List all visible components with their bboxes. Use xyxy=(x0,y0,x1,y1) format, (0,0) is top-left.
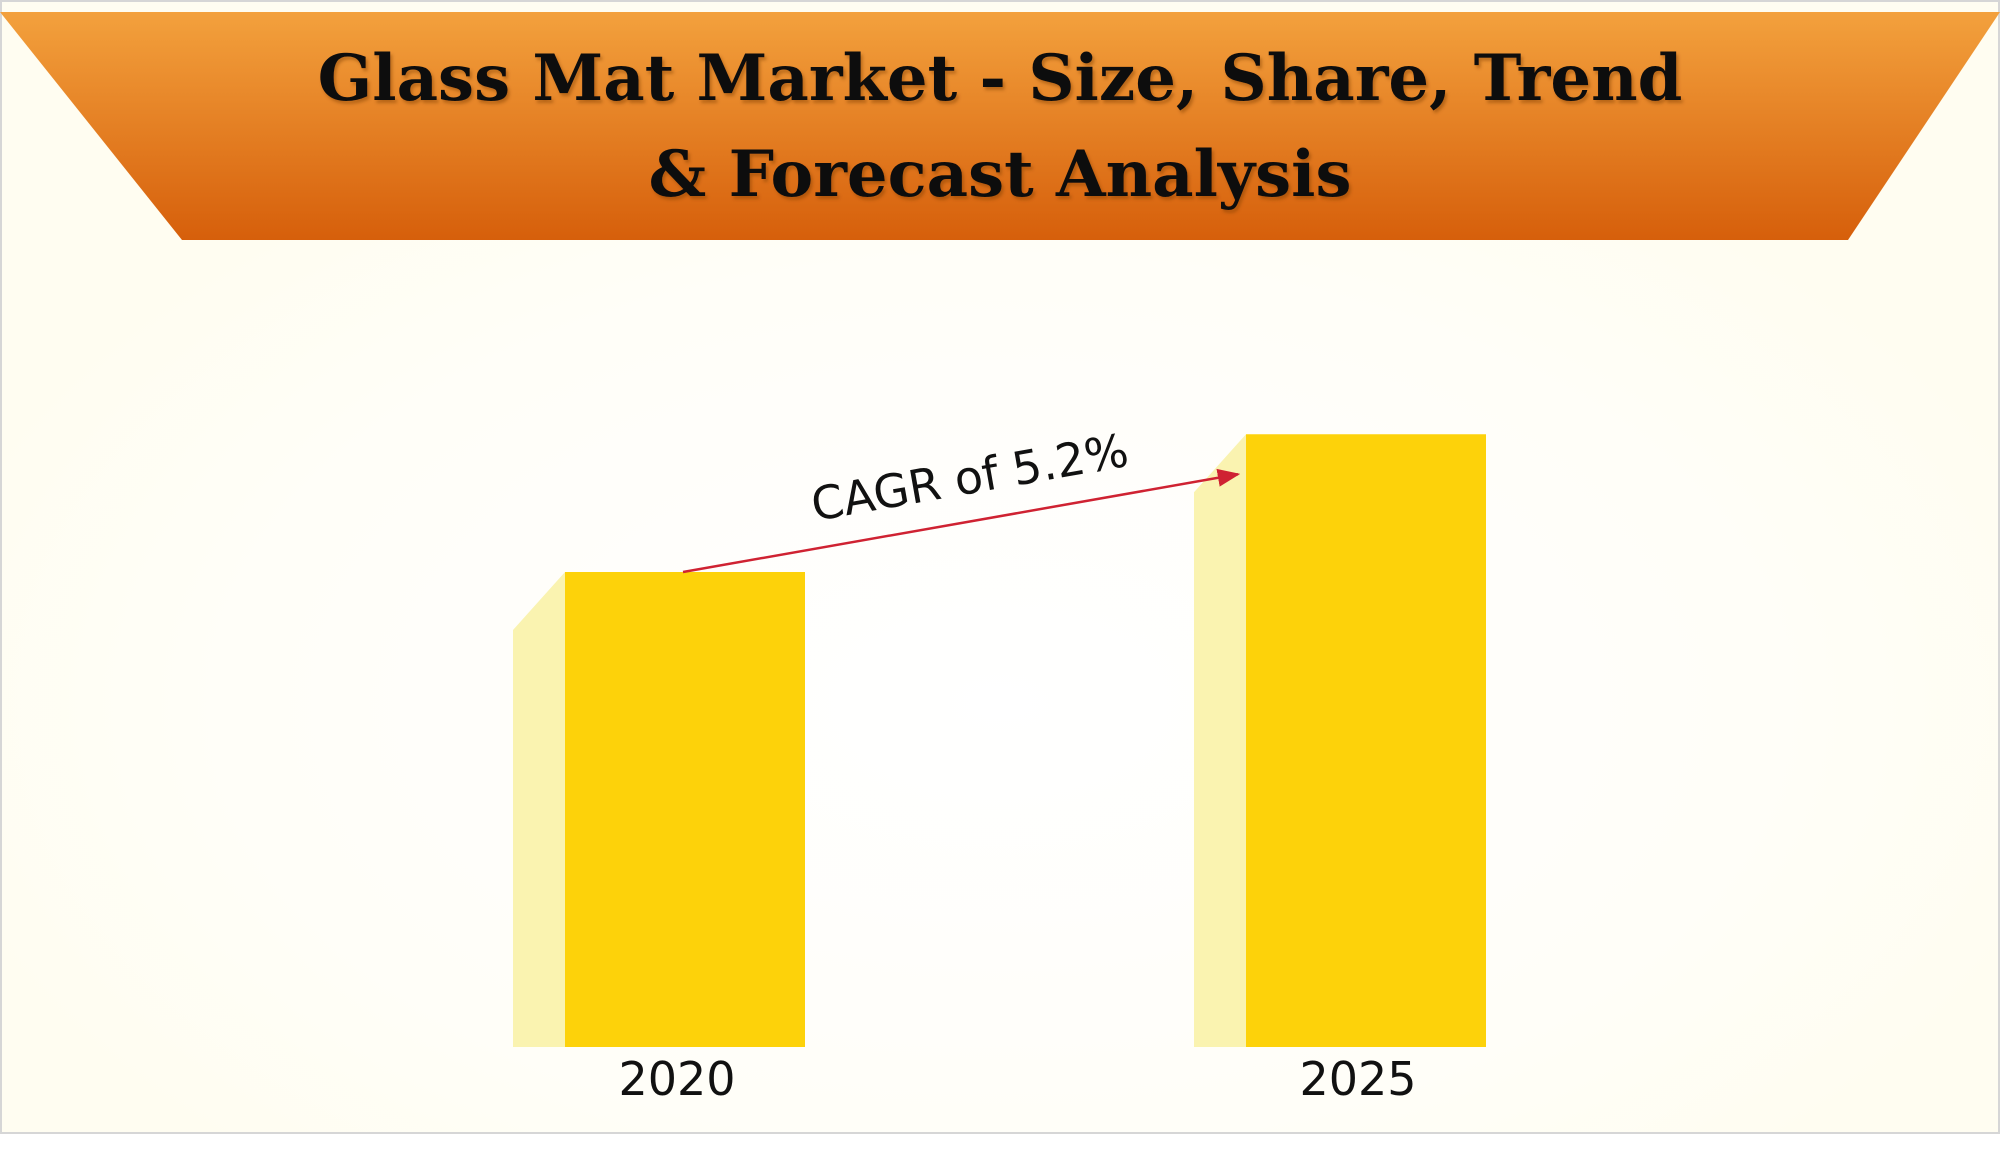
bar-2020 xyxy=(565,572,805,1047)
title-banner xyxy=(0,12,2000,240)
x-tick-label-2020: 2020 xyxy=(618,1052,735,1106)
chart-title-line1: Glass Mat Market - Size, Share, Trend xyxy=(318,41,1683,116)
cagr-arrow xyxy=(682,468,1241,574)
chart-title-line2: & Forecast Analysis xyxy=(649,137,1352,212)
bar-side-2025 xyxy=(1194,434,1246,1047)
bar-2025 xyxy=(1246,434,1486,1047)
bar-side-2020 xyxy=(513,572,565,1047)
bars-group xyxy=(513,434,1486,1047)
category-labels-group: 2020 2025 xyxy=(618,1052,1416,1106)
x-tick-label-2025: 2025 xyxy=(1299,1052,1416,1106)
